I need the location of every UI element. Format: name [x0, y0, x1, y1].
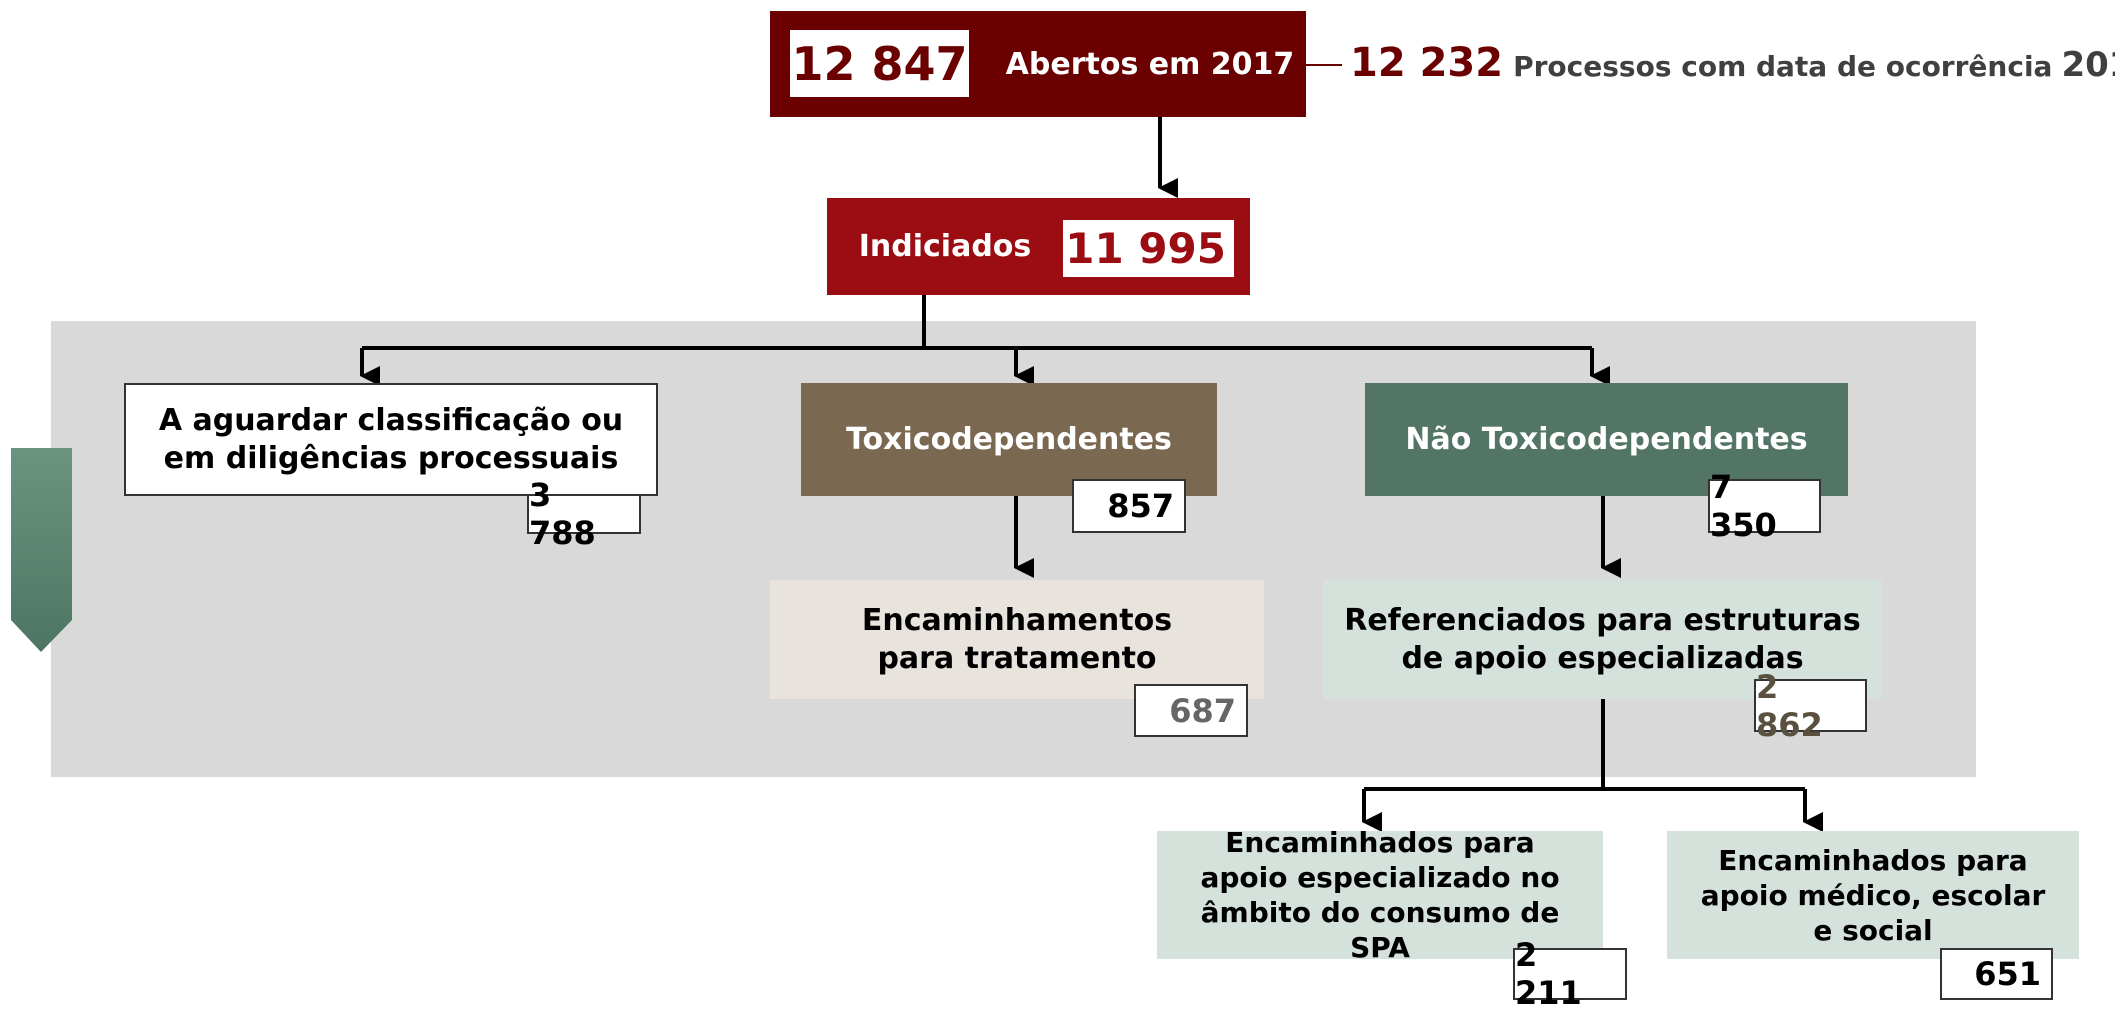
opened-number: 12 847: [790, 30, 969, 97]
opened-label: Abertos em 2017: [1005, 46, 1295, 82]
medical-box: Encaminhados para apoio médico, escolar …: [1667, 831, 2079, 959]
non-addicts-box: Não Toxicodependentes: [1365, 383, 1848, 496]
addicts-number: 857: [1072, 479, 1186, 533]
indicted-number: 11 995: [1063, 220, 1234, 277]
referred-box: Referenciados para estruturas de apoio e…: [1323, 580, 1882, 699]
addicts-box: Toxicodependentes: [801, 383, 1217, 496]
referred-number: 2 862: [1754, 668, 1867, 744]
occurrence-label: Processos com data de ocorrência: [1513, 50, 2053, 83]
occurrence-year: 2017: [2061, 45, 2115, 85]
pending-box: A aguardar classificação ou em diligênci…: [124, 383, 658, 496]
pending-number: 3 788: [527, 476, 641, 552]
non-addicts-number: 7 350: [1708, 468, 1821, 544]
side-tab: [11, 448, 72, 652]
occurrence-text: 12 232 Processos com data de ocorrência …: [1350, 40, 2115, 90]
occurrence-value: 12 232: [1350, 40, 1504, 86]
indicted-label: Indiciados: [858, 229, 1032, 264]
medical-number: 651: [1940, 948, 2053, 1000]
treatment-number: 687: [1134, 684, 1248, 737]
spa-box: Encaminhados para apoio especializado no…: [1157, 826, 1603, 964]
treatment-box: Encaminhamentos para tratamento: [770, 580, 1264, 699]
spa-number: 2 211: [1513, 936, 1627, 1012]
